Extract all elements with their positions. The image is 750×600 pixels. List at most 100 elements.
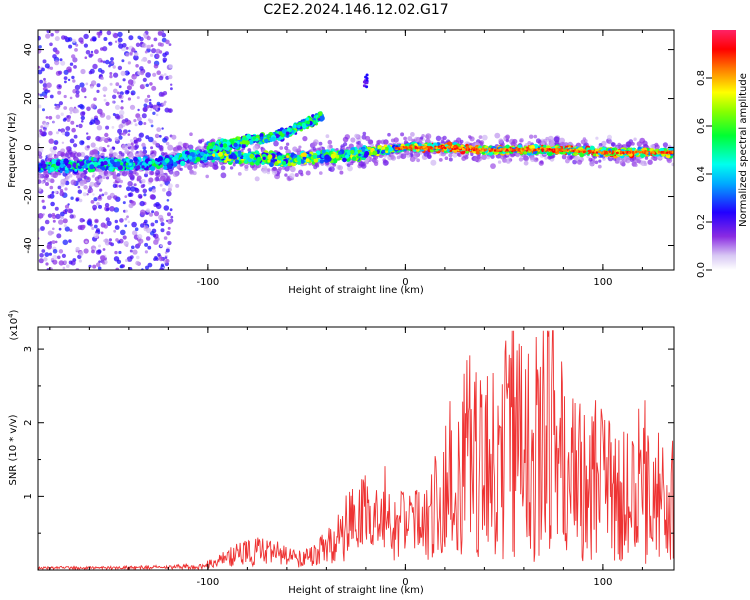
spectrogram-noise-mark (154, 256, 158, 260)
spectrogram-halo-mark (183, 142, 189, 149)
spectrogram-halo-mark (505, 158, 511, 164)
spectrogram-noise-mark (39, 130, 44, 136)
spectrogram-noise-mark (160, 263, 164, 267)
spectrogram-noise-mark (91, 226, 95, 230)
spectrogram-noise-mark (118, 124, 124, 129)
spectrogram-halo-mark (127, 181, 133, 187)
spectrogram-core-mark (569, 148, 572, 151)
spectrogram-halo-mark (481, 134, 488, 141)
spectrogram-noise-mark (72, 38, 77, 44)
spectrogram-noise-mark (124, 209, 128, 213)
spectrogram-halo-mark (76, 152, 82, 157)
spectrogram-halo-mark (271, 169, 278, 175)
spectrogram-noise-mark (83, 248, 89, 254)
spectrogram-noise-mark (155, 54, 160, 59)
spectrogram-noise-mark (158, 134, 162, 138)
spectrogram-halo-mark (305, 170, 311, 176)
spectrogram-halo-mark (45, 173, 49, 178)
spectrogram-halo-mark (193, 164, 198, 169)
spectrogram-noise-mark (114, 40, 118, 43)
spectrogram-halo-mark (263, 167, 268, 171)
spectrogram-halo-mark (247, 148, 252, 152)
spectrogram-noise-mark (42, 59, 47, 64)
spectrogram-noise-mark (101, 175, 106, 180)
spectrogram-noise-mark (66, 115, 69, 118)
spectrogram-noise-mark (160, 92, 165, 97)
spectrogram-noise-mark (128, 35, 134, 41)
spectrogram-noise-mark (170, 83, 173, 86)
spectrogram-core-mark (658, 151, 661, 154)
spectrogram-noise-mark (168, 74, 173, 80)
spectrogram-halo-mark (244, 164, 249, 169)
spectrogram-noise-mark (63, 224, 67, 228)
spectrogram-ridge-mark (249, 153, 254, 158)
spectrogram-noise-mark (125, 186, 131, 192)
spectrogram-noise-mark (66, 264, 70, 269)
spectrogram-halo-mark (387, 132, 391, 137)
spectrogram-noise-mark (85, 82, 89, 86)
spectrogram-noise-mark (50, 201, 55, 207)
spectrogram-halo-mark (167, 144, 174, 151)
spectrogram-halo-mark (497, 160, 502, 164)
spectrogram-halo-mark (529, 154, 535, 161)
spectrogram-noise-mark (125, 121, 130, 126)
spectrogram-noise-mark (60, 112, 64, 116)
spectrogram-noise-mark (50, 32, 54, 37)
spectrogram-noise-mark (153, 211, 160, 217)
spectrogram-halo-mark (383, 154, 387, 158)
spectrogram-noise-mark (116, 115, 121, 120)
spectrogram-noise-mark (93, 224, 98, 229)
spectrogram-ridge-mark (180, 160, 186, 166)
spectrogram-halo-mark (448, 153, 453, 158)
spectrogram-halo-mark (373, 160, 377, 164)
spectrogram-noise-mark (152, 111, 156, 116)
spectrogram-noise-mark (148, 177, 154, 183)
spectrogram-noise-mark (147, 245, 152, 250)
spectrogram-noise-mark (48, 138, 54, 144)
spectrogram-halo-mark (108, 153, 113, 158)
spectrogram-halo-mark (298, 169, 304, 175)
spectrogram-noise-mark (71, 127, 76, 133)
spectrogram-halo-mark (53, 154, 59, 160)
spectrogram-ridge-mark (305, 158, 310, 163)
spectrogram-noise-mark (157, 31, 163, 36)
spectrogram-noise-mark (127, 79, 134, 85)
spectrogram-halo-mark (298, 145, 302, 149)
spectrogram-noise-mark (117, 37, 123, 43)
spectrogram-noise-mark (147, 118, 151, 122)
spectrogram-noise-mark (145, 72, 151, 78)
spectrogram-noise-mark (69, 214, 74, 219)
spectrogram-noise-mark (52, 259, 58, 265)
spectrogram-halo-mark (633, 158, 639, 164)
spectrogram-halo-mark (523, 160, 529, 166)
spectrogram-halo-mark (350, 137, 356, 143)
spectrogram-halo-mark (74, 157, 79, 162)
spectrogram-halo-mark (631, 142, 635, 146)
spectrogram-noise-mark (95, 135, 101, 142)
spectrogram-halo-mark (60, 178, 67, 185)
spectrogram-ridge-mark (51, 159, 57, 164)
spectrogram-ridge-mark (167, 164, 172, 170)
spectrogram-noise-mark (113, 195, 118, 200)
spectrogram-ridge-mark (290, 154, 294, 158)
spectrogram-ridge-mark (128, 162, 132, 166)
spectrogram-noise-mark (59, 58, 63, 62)
spectrogram-noise-mark (50, 178, 55, 184)
spectrogram-noise-mark (79, 218, 85, 223)
spectrogram-ridge-mark (238, 153, 242, 157)
spectrogram-noise-mark (124, 90, 130, 95)
spectrogram-noise-mark (94, 49, 99, 55)
spectrogram-halo-mark (633, 137, 637, 141)
spectrogram-core-mark (572, 150, 575, 153)
spectrogram-noise-mark (107, 144, 110, 148)
spectrogram-noise-mark (78, 198, 83, 203)
spectrogram-noise-mark (103, 239, 106, 242)
spectrogram-noise-mark (41, 199, 45, 203)
spectrogram-noise-mark (61, 141, 65, 144)
spectrogram-noise-mark (167, 212, 171, 217)
spectrogram-noise-mark (147, 262, 153, 268)
spectrogram-noise-mark (149, 53, 154, 57)
spectrogram-noise-mark (63, 76, 68, 80)
spectrogram-halo-mark (158, 145, 164, 151)
spectrogram-noise-mark (116, 91, 120, 95)
